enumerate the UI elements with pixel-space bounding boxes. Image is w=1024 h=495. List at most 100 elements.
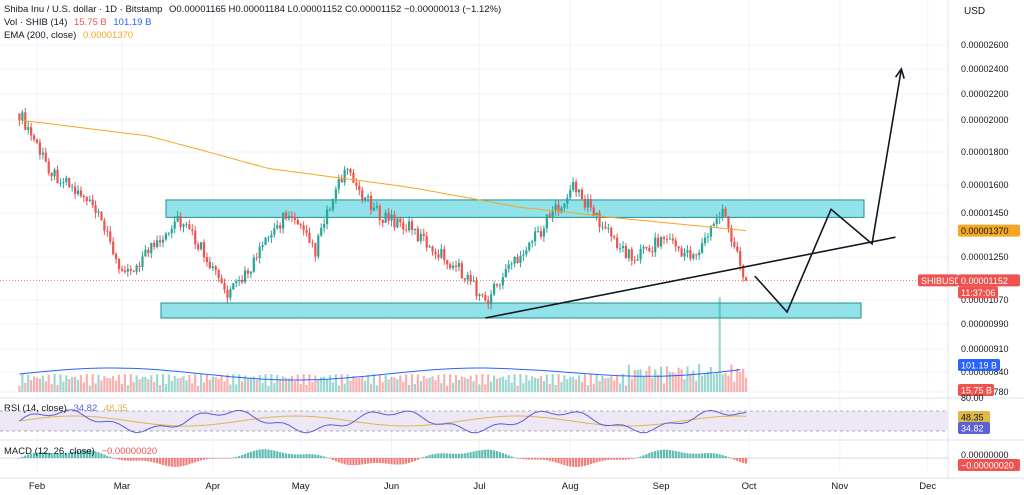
macd-histogram-bar [156, 458, 159, 464]
macd-histogram-bar [97, 452, 100, 458]
volume-bar [492, 375, 496, 392]
volume-bar [595, 374, 598, 392]
macd-label: MACD (12, 26, close) [4, 446, 95, 457]
macd-histogram-bar [539, 458, 543, 460]
volume-bar [560, 381, 563, 392]
macd-histogram-bar [560, 458, 563, 465]
macd-histogram-bar [428, 455, 431, 458]
macd-histogram-bar [469, 452, 472, 458]
volume-bar [601, 375, 604, 392]
legend-macd: MACD (12, 26, close) −0.00000020 [4, 446, 157, 458]
candle-body [560, 207, 563, 213]
macd-histogram-bar [516, 458, 519, 459]
candle-body [53, 169, 56, 177]
macd-histogram-bar [185, 458, 188, 466]
macd-histogram-bar [47, 452, 50, 458]
volume-bar [188, 374, 191, 392]
volume-bar [621, 374, 625, 392]
candle-body [484, 295, 487, 301]
ema-label: EMA (200, close) [4, 30, 77, 41]
macd-histogram-bar [88, 450, 91, 458]
macd-histogram-bar [636, 457, 639, 459]
macd-histogram-bar [38, 452, 42, 458]
macd-histogram-bar [595, 458, 598, 463]
macd-histogram-bar [481, 449, 484, 458]
macd-histogram-bar [577, 458, 581, 467]
candle-body [340, 179, 343, 183]
macd-histogram-bar [580, 458, 584, 467]
volume-bar [32, 376, 36, 392]
price-axis[interactable]: 0.00002600 0.00002400 0.00002200 0.00002000… [918, 40, 1020, 471]
candle-body [97, 211, 100, 213]
macd-histogram-bar [698, 453, 701, 458]
candle-body [273, 228, 276, 235]
candle-body [238, 280, 241, 282]
y-tick-label: 0.00002200 [961, 89, 1009, 99]
drawings-layer[interactable] [485, 67, 905, 319]
candle-body [120, 268, 124, 271]
macd-histogram-bar [563, 458, 566, 466]
macd-histogram-bar [188, 458, 191, 465]
volume-bar [583, 374, 587, 392]
volume-pane [18, 297, 748, 392]
macd-histogram-bar [141, 458, 144, 461]
candle-body [575, 181, 578, 193]
macd-histogram-bar [680, 452, 683, 458]
candle-body [331, 198, 335, 210]
volume-bar [220, 375, 223, 392]
macd-histogram-bar [123, 458, 126, 461]
volume-bar [369, 383, 373, 392]
volume-bar [686, 366, 689, 392]
volume-bar [88, 385, 91, 392]
volume-bar [173, 375, 176, 392]
volume-bar [659, 366, 663, 392]
candle-body [264, 237, 267, 246]
macd-histogram-bar [62, 453, 65, 458]
macd-histogram-bar [147, 458, 150, 462]
last-price-tag-bg [958, 274, 1020, 287]
volume-bar [120, 383, 124, 392]
candle-body [399, 218, 402, 223]
candle-body [727, 216, 730, 228]
volume-bar [706, 371, 710, 392]
legend-symbol: Shiba Inu / U.S. dollar · 1D · Bitstamp … [4, 4, 501, 16]
candle-body [378, 205, 381, 220]
currency-label[interactable]: USD [964, 6, 986, 17]
macd-histogram-bar [396, 458, 399, 465]
candle-body [188, 224, 191, 230]
volume-bar [153, 382, 156, 392]
y-tick-label: 0.00001450 [961, 208, 1009, 218]
macd-histogram-bar [712, 453, 715, 458]
candle-body [492, 283, 496, 295]
volume-bar [683, 379, 686, 392]
macd-histogram-bar [18, 458, 21, 459]
candle-body [698, 252, 701, 256]
volume-bar [194, 374, 197, 392]
candle-body [220, 278, 223, 284]
volume-bar [507, 375, 510, 392]
candle-body [583, 198, 587, 208]
volume-bar [416, 374, 419, 392]
candle-body [519, 255, 522, 263]
macd-histogram-bar [589, 458, 592, 465]
volume-bar [539, 375, 543, 392]
candle-body [744, 277, 748, 281]
macd-histogram-bar [158, 458, 162, 465]
candle-body [305, 230, 308, 233]
volume-bar [457, 379, 461, 392]
volume-bar [654, 369, 657, 392]
volume-bar [109, 378, 112, 392]
macd-histogram-bar [484, 449, 487, 458]
candle-body [396, 218, 399, 228]
candle-body [287, 216, 291, 219]
time-axis[interactable]: Feb Mar Apr May Jun Jul Aug Sep Oct Nov Dec [0, 477, 1024, 492]
volume-bar [334, 374, 337, 392]
macd-histogram-bar [557, 458, 560, 464]
x-tick-label: Nov [831, 481, 848, 492]
candle-body [302, 225, 305, 231]
volume-bar [199, 374, 203, 392]
candle-body [223, 283, 226, 290]
candle-body [106, 230, 109, 232]
macd-histogram-bar [504, 454, 507, 458]
